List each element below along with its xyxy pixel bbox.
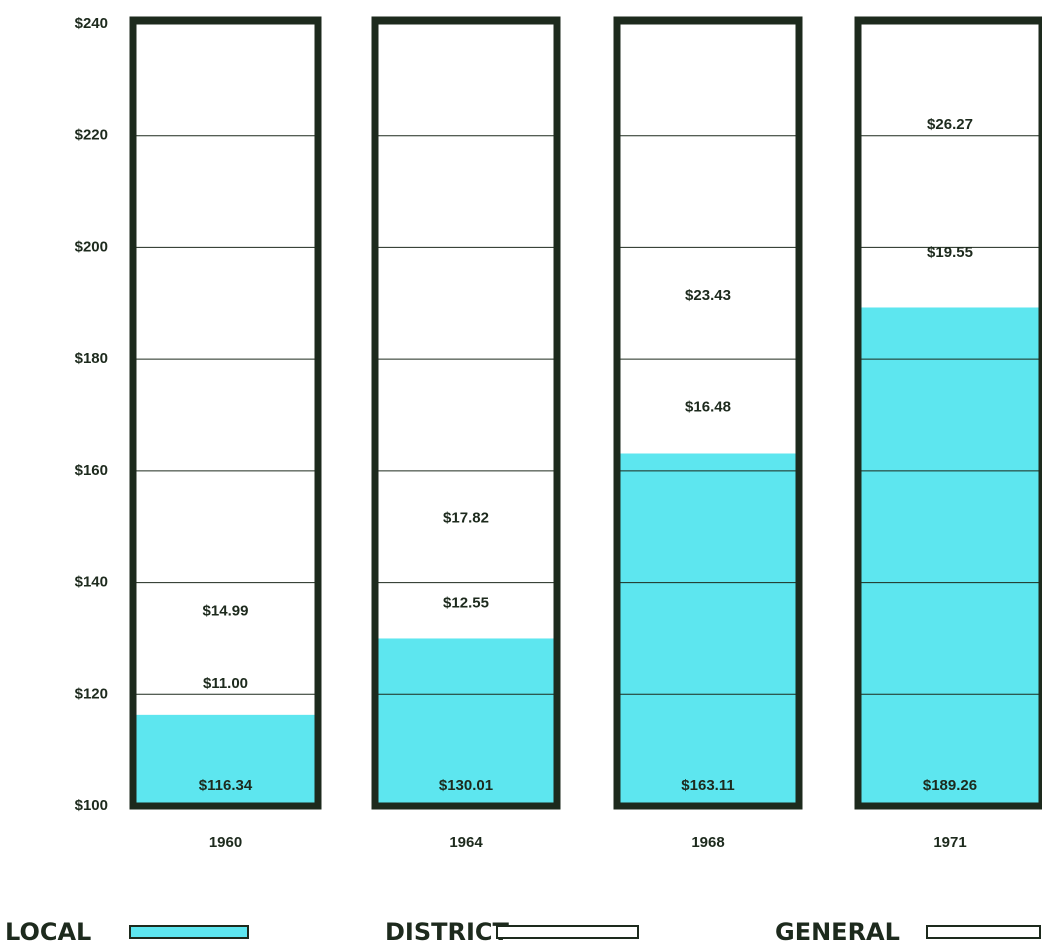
bar-segment xyxy=(375,568,557,639)
value-label: $14.99 xyxy=(203,602,249,619)
y-tick-label: $140 xyxy=(75,574,108,591)
y-tick-label: $120 xyxy=(75,685,108,702)
y-tick-label: $200 xyxy=(75,238,108,255)
y-tick-label: $180 xyxy=(75,350,108,367)
value-label: $189.26 xyxy=(923,777,977,794)
bar-segment xyxy=(617,453,799,806)
legend-swatch xyxy=(129,925,249,939)
legend-swatch xyxy=(496,925,639,939)
x-tick-label: 1964 xyxy=(449,834,483,851)
x-tick-label: 1968 xyxy=(691,834,724,851)
x-tick-label: 1960 xyxy=(209,834,242,851)
bar-segment xyxy=(133,714,318,806)
bar-segment xyxy=(858,198,1042,308)
bar-segment xyxy=(375,468,557,569)
bar-segment xyxy=(617,230,799,362)
bar-border xyxy=(613,16,803,810)
value-label: $11.00 xyxy=(203,675,248,692)
value-label: $23.43 xyxy=(685,287,731,304)
bar-border xyxy=(129,16,322,810)
legend-label: GENERAL xyxy=(775,918,900,945)
y-tick-label: $220 xyxy=(75,127,108,144)
value-label: $163.11 xyxy=(681,777,734,794)
bar-border xyxy=(854,16,1042,810)
bar-segment xyxy=(133,569,318,654)
bar-segment xyxy=(375,638,557,806)
legend-swatch xyxy=(926,925,1041,939)
y-tick-label: $100 xyxy=(75,797,108,814)
value-label: $19.55 xyxy=(927,244,973,261)
bar-segment xyxy=(858,307,1042,806)
value-label: $12.55 xyxy=(443,594,489,611)
value-label: $17.82 xyxy=(443,509,489,526)
x-tick-label: 1971 xyxy=(933,834,966,851)
bar-segment xyxy=(133,653,318,715)
value-label: $116.34 xyxy=(199,777,253,794)
value-label: $16.48 xyxy=(685,398,731,415)
bar-segment xyxy=(617,361,799,454)
legend-label: LOCAL xyxy=(5,918,91,945)
y-tick-label: $160 xyxy=(75,462,108,479)
y-tick-label: $240 xyxy=(75,15,108,32)
bar-segment xyxy=(858,51,1042,199)
legend-label: DISTRICT xyxy=(385,918,510,945)
bar-border xyxy=(371,16,561,810)
value-label: $130.01 xyxy=(439,777,493,794)
value-label: $26.27 xyxy=(927,116,973,133)
